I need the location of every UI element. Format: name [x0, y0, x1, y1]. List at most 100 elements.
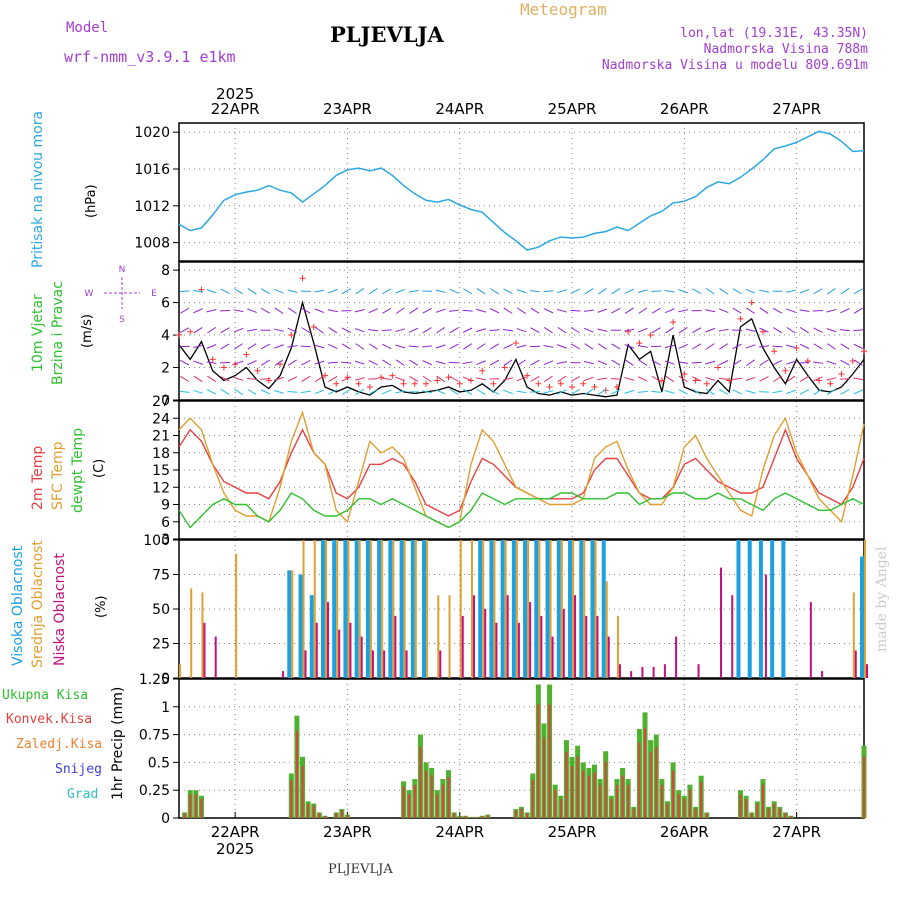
precip-conv-bar-16 [413, 784, 416, 818]
precip-conv-bar-52 [638, 742, 641, 818]
wind-arrow-1-125 [314, 375, 324, 383]
gust-marker-14 [333, 380, 340, 387]
precip-conv-bar-49 [621, 775, 624, 818]
wind-arrow-4-113 [301, 327, 311, 334]
wind-arrow-4-281 [489, 329, 500, 332]
gust-marker-22 [423, 380, 430, 387]
cloud-bar-mid-20 [403, 540, 406, 678]
wind-arrow-0-185 [381, 389, 392, 395]
wind-arrow-6-353 [570, 288, 581, 294]
wind-arrow-5-329 [543, 308, 554, 314]
wind-arrow-1-461 [691, 376, 702, 382]
cloud-bar-low-26 [472, 595, 475, 678]
wind-arrow-2-137 [327, 361, 338, 364]
wind-arrow-6-137 [328, 288, 338, 294]
wind-arrow-0-233 [435, 389, 446, 395]
cloud-bar-mid-12 [313, 540, 316, 678]
precip-conv-bar-23 [453, 813, 456, 818]
wind-arrow-1-65 [246, 377, 258, 380]
cloud-bar-high-14 [332, 540, 337, 678]
precip-conv-bar-68 [756, 803, 759, 818]
precip-conv-bar-25 [464, 816, 467, 818]
gust-marker-3 [209, 356, 216, 363]
gust-marker-50 [737, 315, 744, 322]
cloud-bar-mid-23 [437, 595, 440, 678]
cloud-bar-low-49 [731, 595, 734, 678]
wind-arrow-3-365 [584, 343, 594, 350]
wind-arrow-6-281 [490, 288, 500, 295]
wind-arrow-4-137 [328, 327, 338, 334]
wind-arrow-2-197 [395, 359, 405, 366]
cloud-bar-low-52 [764, 574, 767, 678]
wind-arrow-5-29 [206, 309, 217, 313]
wind-arrow-2-233 [435, 360, 446, 365]
wind-arrow-3-545 [786, 344, 796, 349]
wind-arrow-6-233 [435, 289, 446, 293]
ytick-label-1-4: 8 [161, 263, 170, 279]
wind-arrow-6-125 [314, 289, 325, 293]
gust-marker-20 [400, 380, 407, 387]
wind-arrow-1-473 [705, 376, 716, 381]
wind-arrow-0-389 [611, 389, 621, 395]
ytick-label-4-3: 0.75 [139, 728, 170, 744]
cloud-bar-mid-61 [864, 540, 866, 678]
cloud-bar-low-32 [540, 615, 543, 678]
wind-arrow-2-485 [718, 360, 729, 366]
wind-arrow-5-185 [382, 307, 392, 314]
cloud-bar-low-43 [663, 664, 666, 678]
panel-frame-2 [178, 400, 865, 540]
pressure-line [178, 130, 865, 251]
wind-arrow-2-125 [314, 360, 325, 365]
gust-marker-5 [232, 361, 239, 368]
wind-arrow-1-377 [597, 377, 608, 381]
precip-conv-bar-46 [604, 761, 607, 818]
wind-arrow-3-353 [570, 343, 581, 350]
wind-arrow-2-521 [759, 359, 769, 366]
gust-marker-30 [512, 340, 519, 347]
cloud-bar-mid-2 [201, 592, 204, 678]
wind-arrow-1-161 [354, 377, 365, 381]
precip-conv-bar-51 [632, 808, 635, 818]
wind-arrow-3-221 [422, 345, 433, 348]
wind-arrow-2-461 [691, 361, 702, 364]
wind-arrow-0-377 [597, 388, 607, 396]
wind-arrow-1-5 [180, 375, 190, 382]
ytick-label-0-1: 1012 [134, 199, 170, 215]
cloud-bar-low-48 [720, 567, 723, 678]
cloud-bar-low-29 [506, 595, 509, 678]
precip-conv-bar-74 [790, 816, 793, 818]
wind-arrow-4-257 [462, 327, 473, 333]
precip-conv-bar-38 [559, 799, 562, 818]
cloud-bar-low-30 [517, 622, 520, 678]
wind-arrow-0-245 [449, 388, 459, 395]
precip-conv-bar-15 [408, 794, 411, 818]
wind-arrow-5-485 [718, 308, 729, 314]
wind-arrow-0-221 [422, 390, 433, 394]
wind-arrow-4-569 [813, 327, 823, 333]
wind-arrow-6-497 [732, 288, 742, 295]
wind-arrow-5-521 [759, 307, 769, 314]
panel-frame-1 [178, 261, 865, 401]
cloud-bar-mid-19 [392, 540, 395, 678]
wind-arrow-5-425 [651, 307, 661, 314]
cloud-bar-low-17 [371, 650, 374, 678]
gust-marker-21 [411, 380, 418, 387]
precip-conv-bar-21 [441, 784, 444, 818]
wind-arrow-5-545 [786, 308, 796, 313]
gust-marker-33 [546, 384, 553, 391]
wind-arrow-6-41 [220, 288, 230, 295]
wind-arrow-5-161 [354, 309, 365, 313]
wind-arrow-1-557 [799, 375, 810, 382]
wind-arrow-3-293 [503, 343, 513, 349]
wind-arrow-1-569 [813, 376, 823, 382]
wind-arrow-6-29 [206, 289, 217, 294]
gust-marker-42 [647, 332, 654, 339]
wind-arrow-2-269 [476, 360, 486, 365]
day-label-top-3: 25APR [548, 100, 597, 118]
cloud-bar-high-11 [298, 574, 303, 678]
wind-arrow-0-257 [463, 388, 473, 396]
cloud-bar-low-41 [641, 666, 644, 678]
cloud-bar-low-33 [551, 636, 554, 678]
wind-arrow-2-281 [489, 359, 500, 366]
day-label-top-2: 24APR [435, 100, 484, 118]
